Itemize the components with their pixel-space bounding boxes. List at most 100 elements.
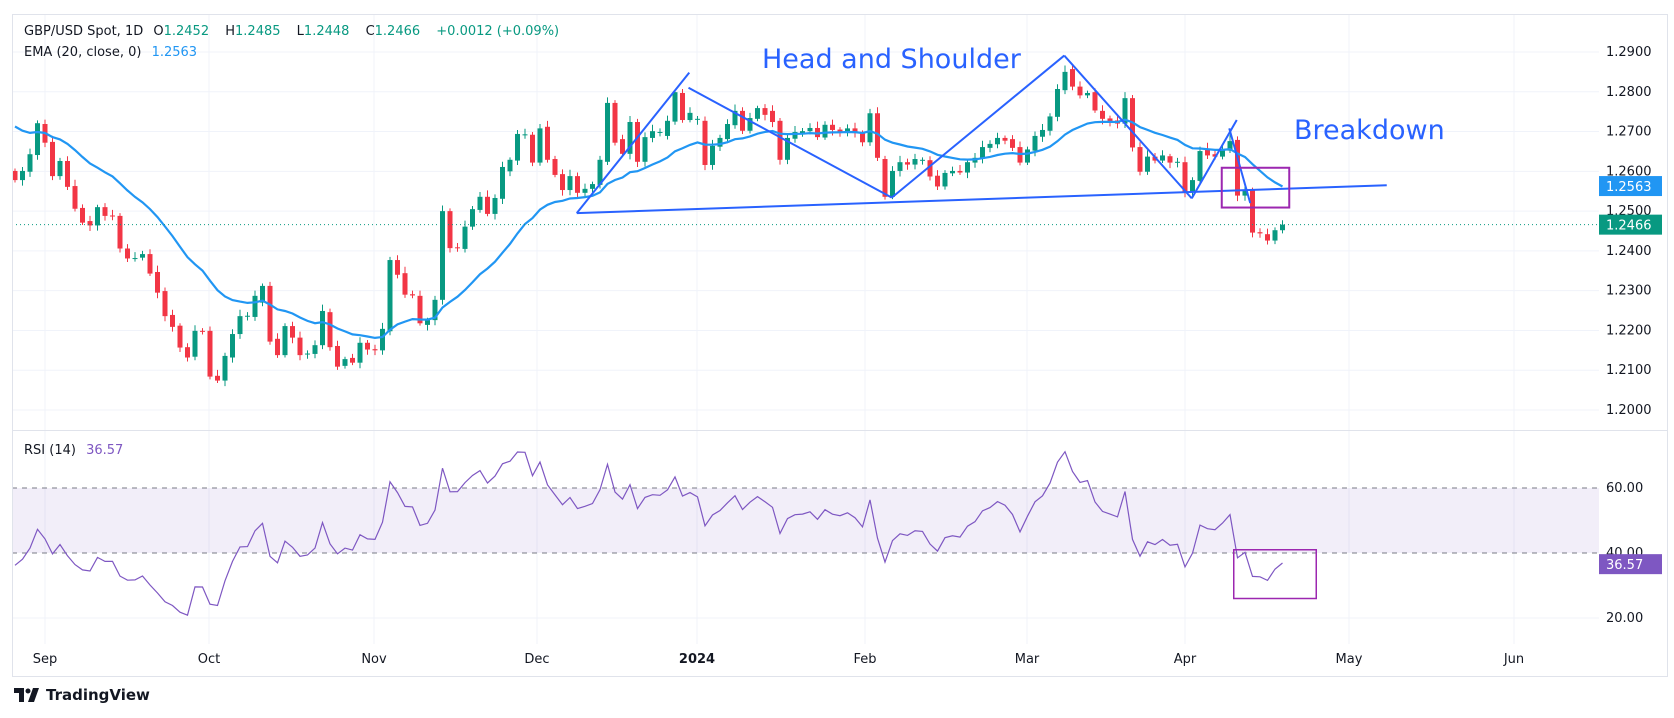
- candle-up: [1122, 98, 1128, 124]
- open-value: 1.2452: [163, 24, 210, 39]
- candle-down: [1070, 69, 1075, 87]
- trendline-left-shoulder-down: [688, 86, 893, 199]
- tradingview-icon: [14, 688, 39, 702]
- candle-up: [650, 131, 655, 138]
- candle-down: [882, 159, 888, 197]
- candle-up: [492, 197, 498, 214]
- candle-down: [777, 120, 783, 160]
- candle-up: [605, 102, 610, 162]
- ema-20-line: [14, 118, 1284, 340]
- candle-down: [177, 325, 183, 348]
- candle-down: [927, 160, 933, 177]
- candle-down: [1265, 234, 1270, 241]
- head-and-shoulder-label[interactable]: Head and Shoulder: [762, 44, 1021, 75]
- candle-up: [462, 226, 468, 249]
- price-tick-label: 1.2900: [1606, 45, 1652, 60]
- candle-down: [117, 215, 123, 249]
- candle-down: [1205, 148, 1210, 156]
- candle-down: [147, 254, 153, 274]
- candle-down: [875, 113, 880, 158]
- tradingview-logo[interactable]: TradingView: [14, 686, 150, 704]
- ema-label[interactable]: EMA (20, close, 0): [24, 45, 142, 60]
- candle-up: [1047, 116, 1053, 131]
- candle-up: [942, 172, 948, 187]
- high-label: H: [225, 24, 236, 39]
- breakdown-label[interactable]: Breakdown: [1294, 115, 1445, 146]
- candle-up: [965, 162, 970, 173]
- rsi-highlight-box: [1233, 549, 1317, 600]
- time-tick-label: Apr: [1174, 652, 1197, 667]
- rsi-label[interactable]: RSI (14): [24, 443, 76, 458]
- candle-down: [1182, 162, 1188, 193]
- chart-frame: [12, 14, 1668, 677]
- candle-down: [1212, 154, 1218, 157]
- candle-down: [612, 102, 618, 143]
- candle-up: [867, 113, 873, 143]
- candle-down: [350, 357, 355, 363]
- candle-up: [1197, 151, 1203, 181]
- rsi-band-fill: [12, 488, 1599, 553]
- candle-up: [1145, 156, 1150, 172]
- ohlc-legend: GBP/USD Spot, 1D O1.2452 H1.2485 L1.2448…: [24, 24, 565, 39]
- candle-up: [320, 310, 325, 346]
- candle-up: [672, 92, 678, 122]
- candle-down: [200, 330, 205, 332]
- candle-up: [1040, 129, 1045, 137]
- candle-up: [1175, 161, 1180, 163]
- trendline-left-shoulder-up: [575, 72, 691, 214]
- trendline-head-down: [1063, 54, 1193, 200]
- candle-down: [290, 326, 295, 338]
- candle-up: [192, 330, 198, 357]
- candle-down: [1092, 92, 1098, 111]
- candle-up: [822, 124, 828, 138]
- candle-down: [552, 159, 558, 175]
- price-tick-label: 1.2100: [1606, 363, 1652, 378]
- candle-up: [792, 131, 798, 139]
- candle-down: [170, 314, 175, 327]
- tradingview-brand: TradingView: [46, 686, 150, 704]
- candle-up: [537, 128, 543, 163]
- candle-up: [387, 260, 393, 332]
- candle-up: [890, 170, 895, 197]
- candle-down: [957, 170, 963, 173]
- price-tick-label: 1.2700: [1606, 125, 1652, 140]
- candle-down: [935, 175, 940, 187]
- candle-down: [162, 291, 168, 317]
- candle-down: [155, 271, 160, 293]
- trendline-neckline: [576, 184, 1387, 215]
- candle-up: [897, 162, 903, 171]
- rsi-value-badge-box: [1599, 554, 1662, 575]
- candle-down: [372, 349, 378, 351]
- symbol-title[interactable]: GBP/USD Spot, 1D: [24, 24, 144, 39]
- candle-down: [635, 122, 640, 162]
- candle-up: [1227, 141, 1233, 151]
- rsi-band: [12, 487, 1599, 619]
- ema-value: 1.2563: [151, 45, 198, 60]
- candle-down: [455, 247, 460, 249]
- candle-up: [950, 170, 955, 174]
- candle-down: [275, 338, 280, 356]
- candle-down: [267, 285, 273, 342]
- price-tick-label: 1.2200: [1606, 323, 1652, 338]
- candle-up: [222, 355, 228, 381]
- candle-down: [125, 248, 130, 259]
- time-tick-label: May: [1336, 652, 1363, 667]
- candle-down: [12, 170, 18, 181]
- candle-down: [1077, 86, 1083, 96]
- candle-up: [425, 320, 430, 325]
- candle-down: [215, 375, 220, 381]
- candle-up: [567, 176, 573, 191]
- rsi-line: [14, 450, 1317, 617]
- ema-line: [14, 118, 1284, 340]
- candle-up: [132, 258, 138, 260]
- candle-down: [1100, 110, 1105, 119]
- candle-up: [260, 285, 265, 303]
- price-tick-label: 1.2800: [1606, 85, 1652, 100]
- candle-up: [785, 137, 790, 160]
- candle-up: [515, 133, 520, 161]
- rsi-value: 36.57: [86, 443, 124, 458]
- last-price-badge-box: [1599, 214, 1662, 235]
- candle-up: [657, 131, 663, 133]
- rsi-14-line: [14, 450, 1283, 617]
